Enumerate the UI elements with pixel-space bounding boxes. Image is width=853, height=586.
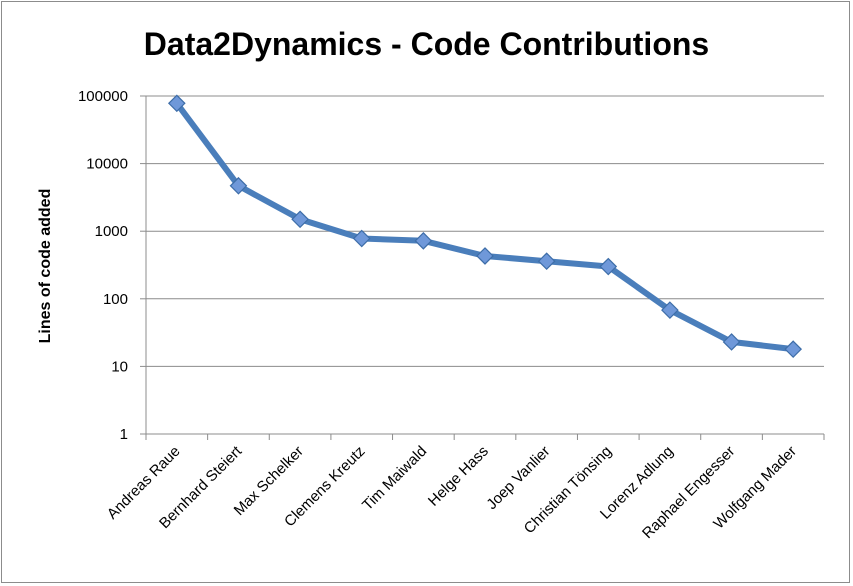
- data-point: [229, 176, 248, 195]
- data-point: [537, 252, 556, 271]
- data-point: [722, 333, 741, 351]
- y-tick-label: 1000: [95, 223, 128, 240]
- x-tick-label: Tim Maiwald: [359, 443, 430, 514]
- gridlines: [146, 95, 824, 367]
- y-tick-label: 1: [120, 426, 128, 443]
- series-line: [173, 100, 797, 353]
- chart-title: Data2Dynamics - Code Contributions: [143, 26, 710, 62]
- data-point: [291, 210, 309, 229]
- data-point: [167, 94, 186, 113]
- data-point: [599, 257, 618, 276]
- series-layer: [167, 94, 803, 358]
- y-tick-label: 100000: [78, 88, 128, 105]
- data-point: [476, 247, 494, 265]
- y-tick-label: 100: [103, 291, 128, 308]
- data-point: [414, 231, 433, 250]
- data-point: [661, 301, 679, 319]
- x-tick-label: Helge Hass: [425, 443, 492, 510]
- y-tick-label: 10: [111, 358, 128, 375]
- data-point: [352, 229, 371, 248]
- axes: [140, 95, 825, 440]
- y-tick-labels: 1 10 100 1000 10000 100000: [78, 88, 128, 443]
- y-tick-label: 10000: [86, 156, 128, 173]
- data-point: [784, 340, 803, 358]
